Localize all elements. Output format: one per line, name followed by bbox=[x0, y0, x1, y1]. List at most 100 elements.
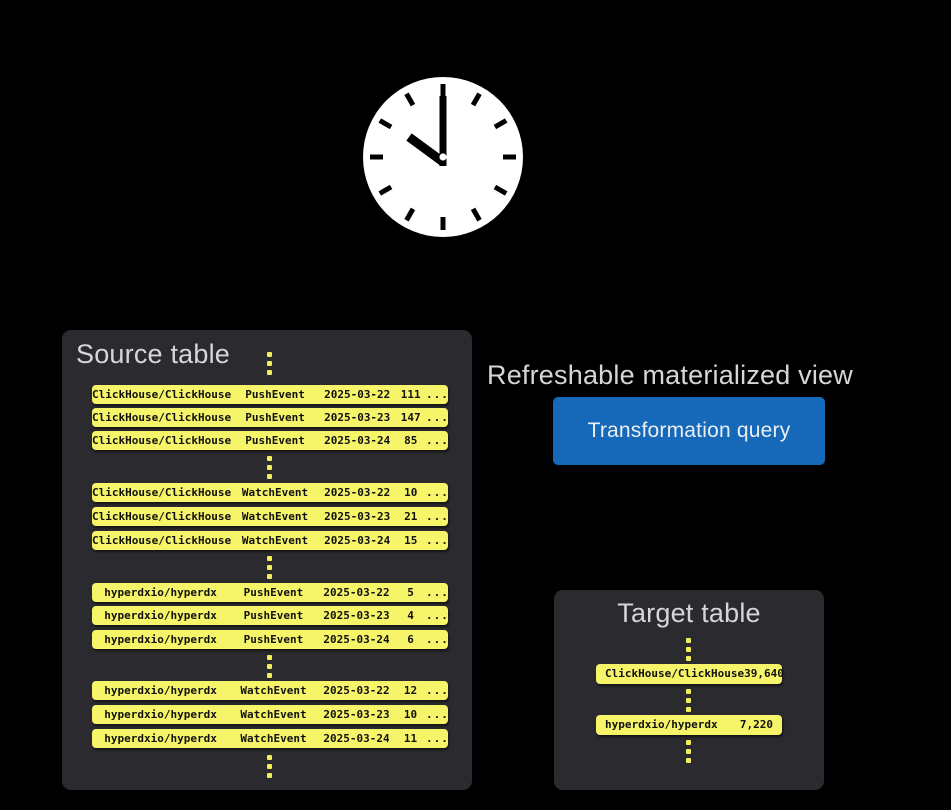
cell-more: ... bbox=[426, 732, 449, 745]
dot bbox=[267, 655, 272, 660]
cell-more: ... bbox=[426, 434, 449, 447]
cell-repo: ClickHouse/ClickHouse bbox=[92, 388, 232, 401]
dot-separator bbox=[686, 689, 691, 712]
cell-repo: ClickHouse/ClickHouse bbox=[92, 486, 232, 499]
cell-date: 2025-03-22 bbox=[324, 486, 391, 499]
dot bbox=[686, 656, 691, 661]
cell-more: ... bbox=[426, 586, 449, 599]
cell-event: PushEvent bbox=[245, 411, 305, 424]
dot bbox=[267, 755, 272, 760]
cell-repo: ClickHouse/ClickHouse bbox=[605, 667, 745, 680]
source-table-title: Source table bbox=[76, 339, 230, 369]
transformation-query-button[interactable]: Transformation query bbox=[553, 397, 825, 465]
cell-event: WatchEvent bbox=[240, 684, 307, 697]
cell-event: WatchEvent bbox=[241, 534, 309, 547]
cell-count: 7,220 bbox=[739, 718, 773, 731]
table-row[interactable]: ClickHouse/ClickHouse PushEvent 2025-03-… bbox=[92, 431, 448, 450]
dot bbox=[686, 689, 691, 694]
dot bbox=[267, 565, 272, 570]
table-row[interactable]: hyperdxio/hyperdx 7,220 bbox=[596, 715, 782, 735]
cell-event: WatchEvent bbox=[241, 510, 309, 523]
cell-more: ... bbox=[426, 510, 449, 523]
dot bbox=[267, 664, 272, 669]
cell-more: ... bbox=[426, 411, 449, 424]
cell-date: 2025-03-24 bbox=[323, 633, 390, 646]
dot bbox=[267, 456, 272, 461]
dot bbox=[686, 740, 691, 745]
dot bbox=[686, 638, 691, 643]
cell-event: WatchEvent bbox=[240, 708, 307, 721]
dot-separator bbox=[267, 352, 272, 375]
cell-count: 39,640 bbox=[744, 667, 784, 680]
cell-count: 11 bbox=[403, 732, 418, 745]
cell-more: ... bbox=[426, 684, 449, 697]
clock-icon bbox=[362, 76, 524, 238]
table-row[interactable]: hyperdxio/hyperdx WatchEvent 2025-03-23 … bbox=[92, 705, 448, 724]
cell-event: PushEvent bbox=[243, 586, 304, 599]
cell-more: ... bbox=[426, 708, 449, 721]
cell-date: 2025-03-24 bbox=[324, 534, 391, 547]
cell-event: PushEvent bbox=[245, 434, 305, 447]
dot-separator bbox=[267, 456, 272, 479]
source-table-panel: Source table ClickHouse/ClickHouse PushE… bbox=[62, 330, 472, 790]
cell-count: 111 bbox=[400, 388, 421, 401]
table-row[interactable]: ClickHouse/ClickHouse PushEvent 2025-03-… bbox=[92, 408, 448, 427]
table-row[interactable]: hyperdxio/hyperdx PushEvent 2025-03-23 4… bbox=[92, 606, 448, 625]
dot-separator bbox=[267, 755, 272, 778]
cell-repo: ClickHouse/ClickHouse bbox=[92, 534, 232, 547]
dot bbox=[267, 556, 272, 561]
cell-event: WatchEvent bbox=[241, 486, 309, 499]
cell-event: PushEvent bbox=[243, 609, 304, 622]
cell-count: 85 bbox=[404, 434, 418, 447]
table-row[interactable]: hyperdxio/hyperdx PushEvent 2025-03-22 5… bbox=[92, 583, 448, 602]
cell-date: 2025-03-22 bbox=[323, 684, 390, 697]
cell-repo: hyperdxio/hyperdx bbox=[104, 586, 217, 599]
cell-event: WatchEvent bbox=[240, 732, 307, 745]
table-row[interactable]: hyperdxio/hyperdx WatchEvent 2025-03-24 … bbox=[92, 729, 448, 748]
cell-date: 2025-03-22 bbox=[324, 388, 391, 401]
cell-count: 10 bbox=[403, 708, 418, 721]
cell-more: ... bbox=[426, 534, 449, 547]
cell-repo: ClickHouse/ClickHouse bbox=[92, 510, 232, 523]
table-row[interactable]: ClickHouse/ClickHouse PushEvent 2025-03-… bbox=[92, 385, 448, 404]
table-row[interactable]: ClickHouse/ClickHouse WatchEvent 2025-03… bbox=[92, 531, 448, 550]
cell-date: 2025-03-23 bbox=[323, 609, 390, 622]
cell-count: 10 bbox=[404, 486, 418, 499]
table-row[interactable]: hyperdxio/hyperdx WatchEvent 2025-03-22 … bbox=[92, 681, 448, 700]
dot bbox=[267, 474, 272, 479]
dot-separator bbox=[267, 655, 272, 678]
materialized-view-title: Refreshable materialized view bbox=[487, 360, 853, 390]
table-row[interactable]: ClickHouse/ClickHouse WatchEvent 2025-03… bbox=[92, 483, 448, 502]
dot bbox=[686, 758, 691, 763]
dot bbox=[267, 352, 272, 357]
cell-more: ... bbox=[426, 486, 449, 499]
cell-more: ... bbox=[426, 388, 449, 401]
dot bbox=[267, 773, 272, 778]
cell-repo: hyperdxio/hyperdx bbox=[104, 732, 217, 745]
cell-more: ... bbox=[426, 609, 449, 622]
cell-event: PushEvent bbox=[245, 388, 305, 401]
cell-repo: hyperdxio/hyperdx bbox=[104, 708, 217, 721]
table-row[interactable]: ClickHouse/ClickHouse 39,640 bbox=[596, 664, 784, 684]
cell-count: 147 bbox=[400, 411, 421, 424]
table-row[interactable]: hyperdxio/hyperdx PushEvent 2025-03-24 6… bbox=[92, 630, 448, 649]
cell-count: 21 bbox=[404, 510, 418, 523]
cell-date: 2025-03-24 bbox=[323, 732, 390, 745]
table-row[interactable]: ClickHouse/ClickHouse WatchEvent 2025-03… bbox=[92, 507, 448, 526]
dot bbox=[267, 370, 272, 375]
cell-date: 2025-03-23 bbox=[324, 411, 391, 424]
dot bbox=[267, 673, 272, 678]
cell-repo: ClickHouse/ClickHouse bbox=[92, 434, 232, 447]
cell-count: 6 bbox=[407, 633, 414, 646]
cell-count: 15 bbox=[404, 534, 418, 547]
cell-repo: hyperdxio/hyperdx bbox=[104, 684, 217, 697]
dot bbox=[686, 647, 691, 652]
cell-repo: ClickHouse/ClickHouse bbox=[92, 411, 232, 424]
dot bbox=[686, 749, 691, 754]
dot bbox=[267, 574, 272, 579]
dot bbox=[686, 698, 691, 703]
target-table-title: Target table bbox=[617, 598, 761, 628]
dot bbox=[267, 764, 272, 769]
target-table-panel: Target table ClickHouse/ClickHouse 39,64… bbox=[554, 590, 824, 790]
dot-separator bbox=[686, 638, 691, 661]
